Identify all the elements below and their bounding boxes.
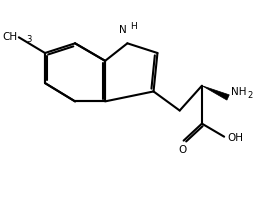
- Text: O: O: [178, 145, 186, 155]
- Polygon shape: [202, 86, 229, 100]
- Text: N: N: [119, 25, 127, 36]
- Text: 3: 3: [26, 35, 31, 44]
- Text: H: H: [130, 22, 136, 31]
- Text: CH: CH: [2, 32, 18, 42]
- Text: NH: NH: [231, 87, 247, 97]
- Text: 2: 2: [248, 91, 253, 100]
- Text: OH: OH: [227, 133, 243, 143]
